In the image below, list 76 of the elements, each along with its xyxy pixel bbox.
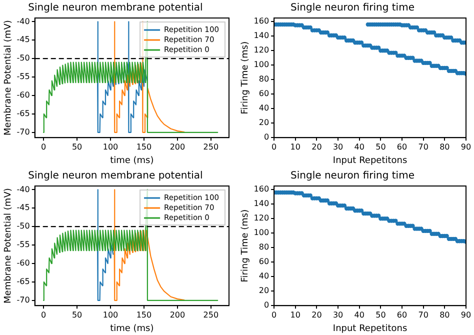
x-tick-label: 150 [136,310,152,320]
y-tick-label: -70 [16,128,30,137]
y-axis-title: Membrane Potential (mV) [4,20,14,136]
x-tick-label: 50 [376,310,386,320]
y-tick-label: -70 [16,296,30,305]
chart-title: Single neuron firing time [290,170,414,182]
x-tick-label: 10 [290,142,300,152]
x-axis-title: time (ms) [110,324,154,334]
x-tick-label: 50 [72,142,82,152]
x-tick-label: 200 [170,310,186,320]
x-tick-label: 40 [354,142,364,152]
y-tick-label: 40 [258,104,270,113]
y-tick-label: 100 [254,228,270,238]
x-tick-label: 70 [418,310,428,320]
x-tick-label: 0 [41,310,46,320]
x-tick-label: 10 [290,310,300,320]
x-tick-label: 80 [440,142,450,152]
x-tick-label: 100 [102,310,118,320]
y-tick-label: 0 [264,300,270,310]
y-tick-label: -50 [16,222,30,231]
x-axis-title: Input Repetitons [332,156,408,166]
x-tick-label: 60 [396,310,408,320]
y-axis-title: Firing Time (ms) [240,209,251,282]
y-tick-label: -55 [16,72,30,82]
y-axis-title: Firing Time (ms) [240,41,251,114]
x-tick-label: 20 [312,142,322,152]
y-tick-label: 60 [258,257,270,266]
y-tick-label: 0 [264,132,270,142]
x-tick-label: 70 [418,142,428,152]
x-tick-label: 150 [136,142,152,152]
x-axis-title: Input Repetitons [332,324,408,334]
y-tick-label: -40 [16,16,30,26]
y-tick-label: -65 [16,109,30,118]
y-tick-label: -65 [16,277,30,286]
x-tick-label: 200 [170,142,186,152]
y-tick-label: 20 [258,286,270,296]
chart-title: Single neuron firing time [290,2,414,14]
x-tick-label: 90 [460,310,472,320]
x-axis-title: time (ms) [110,156,154,166]
y-tick-label: 160 [254,16,270,26]
x-tick-label: 80 [440,310,450,320]
x-tick-label: 0 [272,142,277,152]
y-tick-label: 120 [254,214,270,223]
y-tick-label: 140 [254,199,270,208]
chart-title: Single neuron membrane potential [28,170,203,182]
y-tick-label: -60 [16,90,30,100]
y-tick-label: -40 [16,184,30,194]
x-tick-label: 50 [376,142,386,152]
x-tick-label: 250 [203,142,219,152]
x-tick-label: 0 [272,310,277,320]
y-tick-label: -60 [16,258,30,268]
y-tick-label: 40 [258,272,270,281]
y-tick-label: -55 [16,240,30,250]
chart-title: Single neuron membrane potential [28,2,203,14]
y-tick-label: 100 [254,60,270,70]
x-tick-label: 250 [203,310,219,320]
y-tick-label: 60 [258,89,270,98]
x-tick-label: 90 [460,142,472,152]
y-axis-title: Membrane Potential (mV) [4,188,14,304]
x-tick-label: 60 [396,142,408,152]
y-tick-label: -45 [16,203,30,212]
x-tick-label: 40 [354,310,364,320]
y-tick-label: 140 [254,31,270,40]
y-tick-label: 20 [258,118,270,128]
x-tick-label: 100 [102,142,118,152]
x-tick-label: 0 [41,142,46,152]
x-tick-label: 50 [72,310,82,320]
y-tick-label: 160 [254,184,270,194]
x-tick-label: 20 [312,310,322,320]
y-tick-label: -50 [16,54,30,63]
y-tick-label: 80 [258,74,270,84]
y-tick-label: -45 [16,35,30,44]
y-tick-label: 80 [258,242,270,252]
x-tick-label: 30 [332,310,344,320]
x-tick-label: 30 [332,142,344,152]
y-tick-label: 120 [254,46,270,55]
